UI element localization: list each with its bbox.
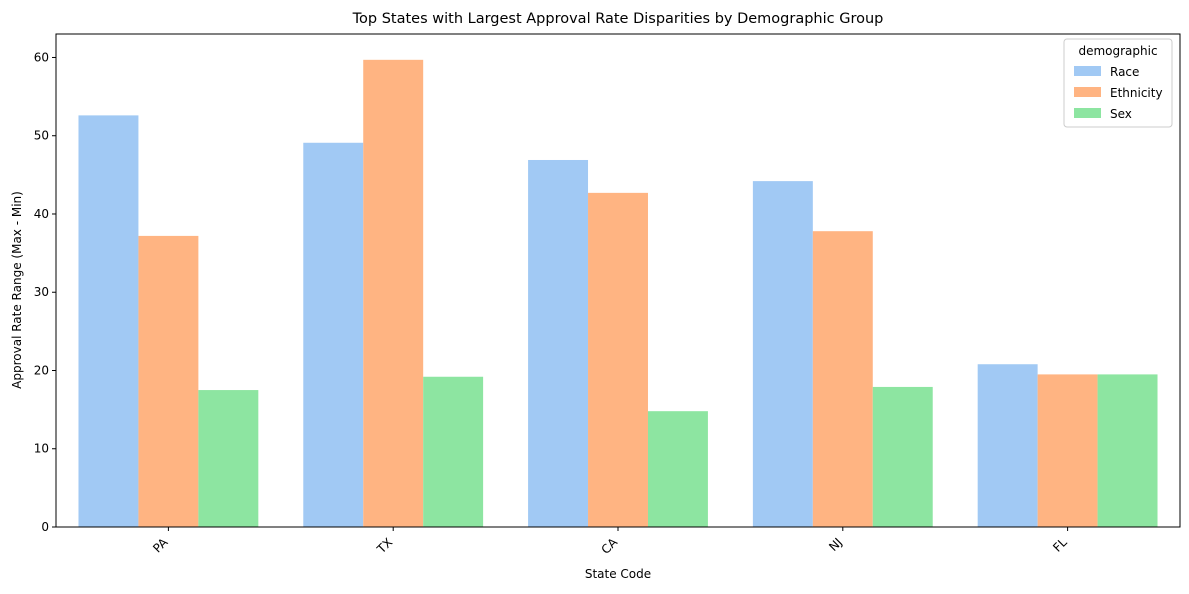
legend-swatch	[1074, 87, 1101, 97]
x-tick-label: FL	[1050, 535, 1070, 555]
bar	[752, 181, 813, 527]
legend-label: Ethnicity	[1110, 86, 1163, 100]
legend-box	[1063, 38, 1173, 128]
bar	[588, 192, 648, 528]
bar	[138, 235, 199, 527]
bar	[872, 386, 933, 527]
y-tick-label: 20	[34, 363, 49, 377]
x-tick-label: TX	[374, 535, 396, 557]
y-tick-label: 40	[34, 207, 49, 221]
y-tick-label: 10	[34, 442, 49, 456]
bar	[528, 159, 589, 528]
x-tick-label: CA	[598, 535, 620, 557]
y-tick-label: 30	[34, 285, 49, 299]
y-axis-label: Approval Rate Range (Max - Min)	[10, 191, 24, 389]
bar	[977, 364, 1038, 527]
legend-swatch	[1074, 108, 1101, 118]
y-tick-label: 50	[34, 129, 49, 143]
legend-label: Sex	[1110, 107, 1132, 121]
bar	[198, 390, 259, 527]
x-tick-label: PA	[150, 535, 171, 556]
y-tick-label: 0	[41, 520, 49, 534]
legend-swatch	[1074, 66, 1101, 76]
legend-label: Race	[1110, 65, 1139, 79]
plot-area: 0 10 20 30 40 50 60 PA TX CA NJ FL	[34, 33, 1181, 557]
bar	[363, 59, 424, 527]
bar	[1037, 374, 1098, 527]
bar	[303, 142, 364, 527]
bar	[423, 376, 484, 527]
x-axis-label: State Code	[585, 567, 651, 581]
x-tick-label: NJ	[826, 535, 845, 554]
chart-title: Top States with Largest Approval Rate Di…	[352, 11, 884, 27]
bar	[1097, 374, 1158, 527]
bar	[647, 411, 708, 527]
bar	[812, 231, 873, 527]
bar	[78, 115, 139, 527]
legend-title: demographic	[1078, 44, 1157, 58]
y-tick-label: 60	[34, 50, 49, 64]
legend: demographic Race Ethnicity Sex	[1063, 38, 1173, 128]
